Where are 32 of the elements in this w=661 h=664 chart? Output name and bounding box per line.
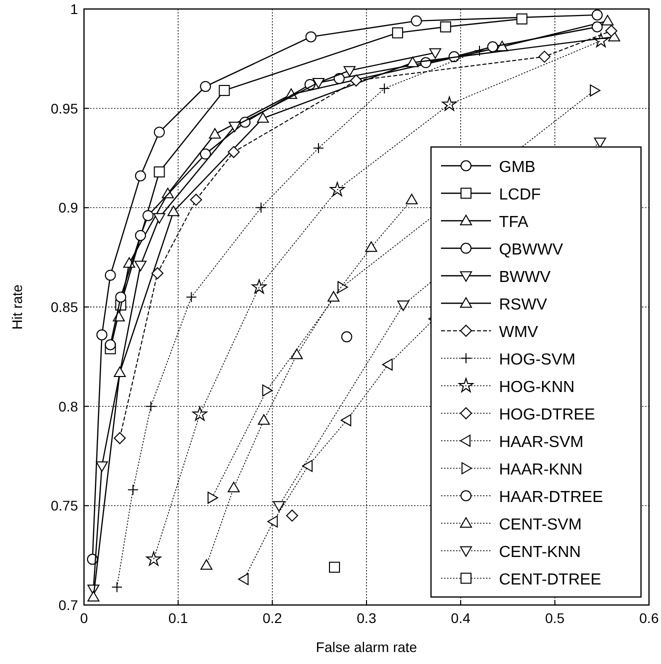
x-tick-label: 0 [80,610,88,626]
legend-label: QBWWV [499,241,564,258]
y-tick-label: 0.8 [58,398,78,414]
legend-label: HOG-DTREE [499,406,595,424]
legend-label: HOG-KNN [499,378,575,396]
legend-label: HAAR-SVM [499,434,584,451]
x-tick-label: 0.4 [450,610,471,626]
x-tick-label: 0.2 [262,610,282,626]
legend-label: GMB [499,158,536,176]
legend-label: HAAR-KNN [499,461,583,478]
y-tick-label: 1 [70,1,78,17]
legend-label: CENT-KNN [499,544,581,561]
legend-label: CENT-DTREE [499,571,602,588]
legend-label: TFA [499,214,529,231]
x-tick-label: 0.1 [168,610,188,626]
y-tick-label: 0.75 [50,498,78,514]
legend-label: RSWV [499,296,548,314]
legend-label: HAAR-DTREE [499,488,604,506]
y-tick-label: 0.85 [50,299,78,315]
y-tick-label: 0.95 [50,100,78,116]
legend-label: CENT-SVM [499,516,582,534]
legend-label: HOG-SVM [499,351,576,368]
y-axis-title: Hit rate [9,284,25,330]
y-tick-label: 0.7 [58,597,78,613]
legend-label: LCDF [499,186,542,204]
y-tick-label: 0.9 [58,200,78,216]
x-tick-label: 0.3 [356,610,376,626]
x-tick-label: 0.5 [545,610,565,626]
x-axis-title: False alarm rate [316,639,418,655]
legend-label: BWWV [499,268,551,286]
legend-label: WMV [499,324,538,341]
x-tick-label: 0.6 [639,610,659,626]
